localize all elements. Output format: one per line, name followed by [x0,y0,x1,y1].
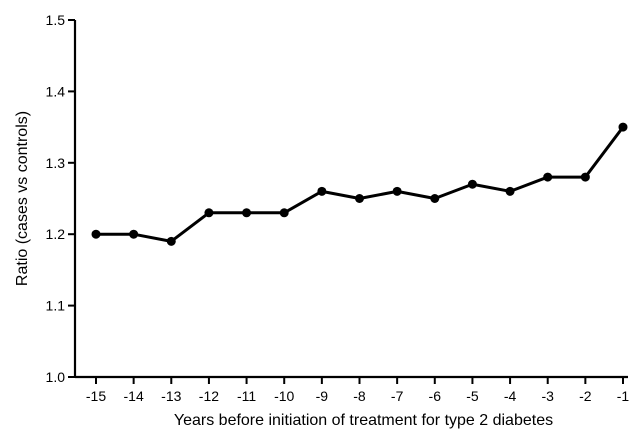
x-tick-label: -4 [504,388,517,404]
y-tick-label: 1.0 [46,369,66,385]
x-tick-label: -6 [429,388,442,404]
x-tick-label: -9 [316,388,329,404]
y-tick-label: 1.3 [46,155,66,171]
x-tick-label: -8 [353,388,366,404]
data-point [242,208,252,218]
data-point [129,229,139,239]
data-point [355,194,364,203]
y-axis: 1.0 1.1 1.2 1.3 1.4 1.5 [46,12,77,385]
x-tick-label: -5 [466,388,479,404]
data-point [543,172,553,182]
x-tick-label: -10 [274,388,294,404]
data-point [317,186,327,196]
y-tick-label: 1.5 [46,12,66,28]
x-tick-label: -14 [124,388,144,404]
data-point [166,236,176,246]
x-tick-label: -13 [161,388,181,404]
data-point [392,186,402,196]
data-point [580,172,590,182]
data-point [430,194,440,203]
data-point [505,186,515,196]
y-tick-label: 1.4 [46,83,66,99]
x-tick-label: -1 [617,388,630,404]
x-axis: -15 -14 -13 -12 -11 -10 -9 -8 -7 -6 -5 -4 -3 -2 -1 [75,375,630,404]
x-tick-label: -11 [237,388,256,404]
x-tick-label: -7 [391,388,404,404]
x-axis-title: Years before initiation of treatment for… [174,412,553,429]
y-tick-label: 1.2 [46,226,66,242]
series-line [96,126,625,243]
x-tick-label: -12 [199,388,219,404]
y-tick-label: 1.1 [46,298,66,314]
data-point [279,208,289,218]
x-tick-label: -15 [86,388,106,404]
x-tick-label: -3 [541,388,554,404]
y-axis-title: Ratio (cases vs controls) [14,111,31,286]
series-group [91,122,628,246]
x-tick-label: -2 [579,388,592,404]
data-point [618,122,628,132]
data-point [91,229,101,239]
data-point [204,208,214,218]
data-point [467,179,477,189]
